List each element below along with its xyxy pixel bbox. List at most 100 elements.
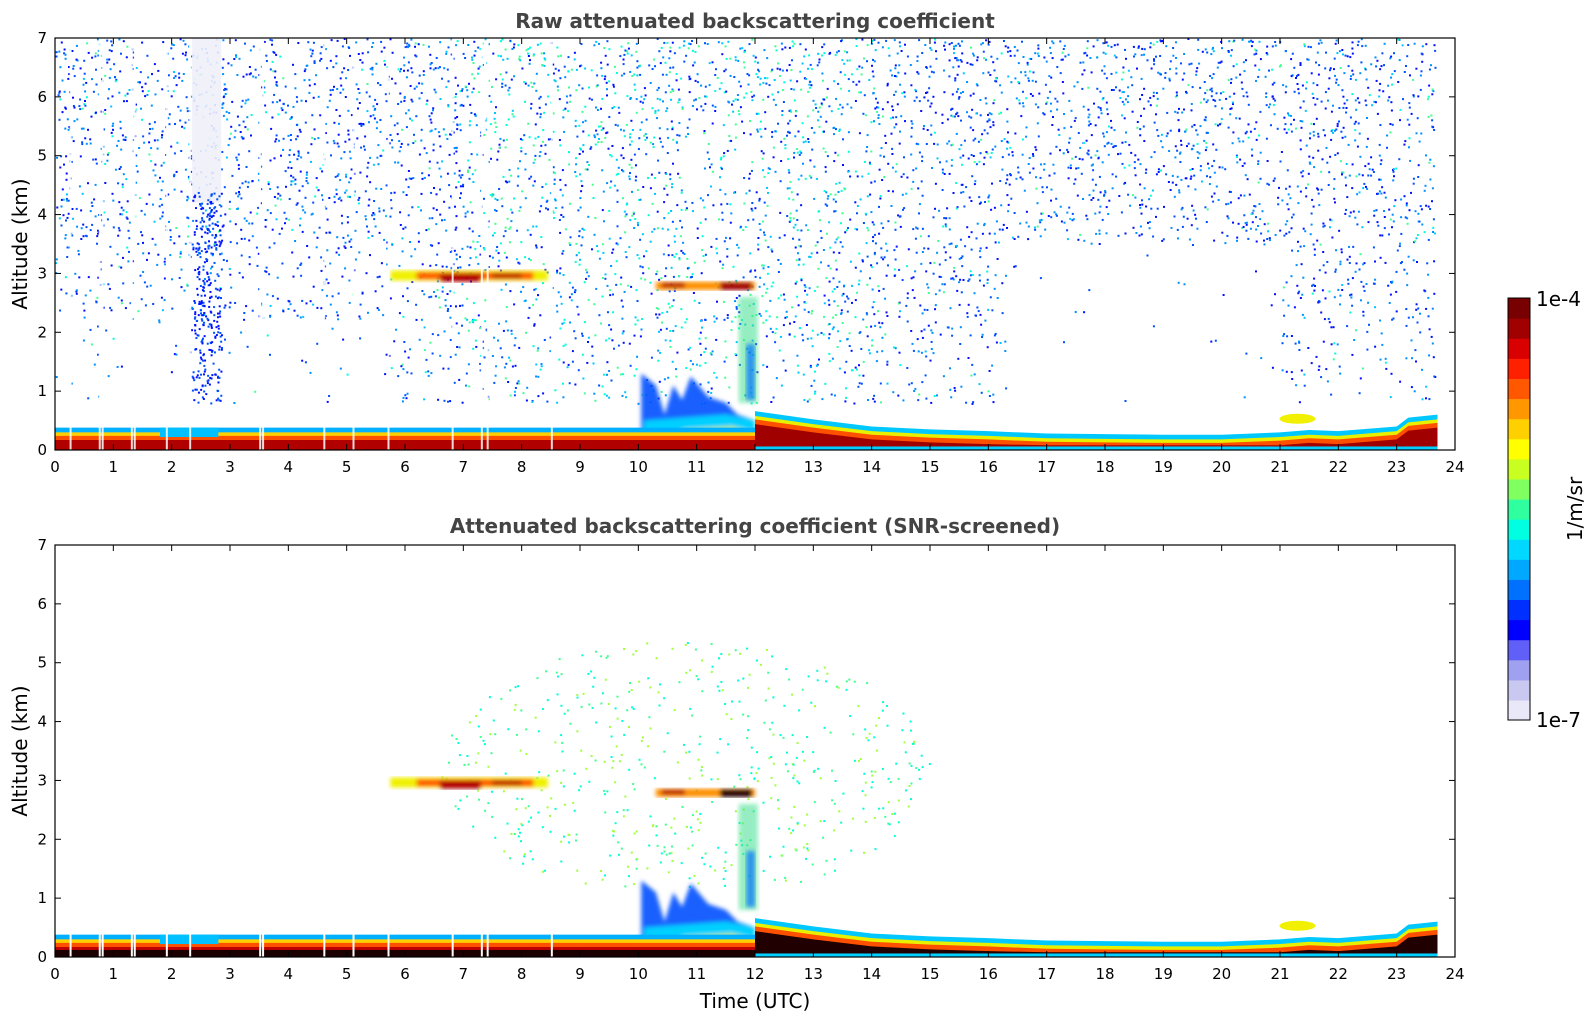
y-tick-label: 7 <box>37 29 47 47</box>
y-tick-label: 7 <box>37 536 47 554</box>
colorbar-frame <box>1507 297 1531 721</box>
x-tick-label: 12 <box>745 458 764 476</box>
x-tick-label: 16 <box>979 965 998 983</box>
x-tick-label: 22 <box>1329 965 1348 983</box>
top-y-axis-label: Altitude (km) <box>8 178 32 309</box>
bottom-panel-title: Attenuated backscattering coefficient (S… <box>450 514 1060 538</box>
x-tick-label: 4 <box>284 965 294 983</box>
x-tick-label: 21 <box>1270 965 1289 983</box>
y-tick-label: 0 <box>37 441 47 459</box>
x-tick-label: 7 <box>459 458 469 476</box>
noise-speckles <box>55 38 1437 405</box>
x-tick-label: 24 <box>1445 965 1464 983</box>
top-panel-title: Raw attenuated backscattering coefficien… <box>515 9 995 33</box>
colorbar-gradient <box>1508 298 1530 721</box>
cloud-layer-11utc <box>655 788 755 797</box>
y-tick-label: 3 <box>37 264 47 282</box>
cloud-layer-11utc <box>655 281 755 290</box>
x-tick-label: 21 <box>1270 458 1289 476</box>
x-tick-label: 4 <box>284 458 294 476</box>
x-tick-label: 14 <box>862 965 881 983</box>
x-tick-label: 19 <box>1154 458 1173 476</box>
x-tick-label: 17 <box>1037 965 1056 983</box>
colorbar-max-label: 1e-4 <box>1536 287 1581 311</box>
x-tick-label: 11 <box>687 965 706 983</box>
small-cloud <box>1279 413 1316 424</box>
x-axis-label: Time (UTC) <box>699 989 811 1013</box>
x-tick-label: 3 <box>225 458 235 476</box>
x-tick-label: 23 <box>1387 965 1406 983</box>
y-tick-label: 0 <box>37 948 47 966</box>
faint-column-speckles <box>192 191 224 405</box>
x-tick-label: 8 <box>517 965 527 983</box>
x-tick-label: 10 <box>629 458 648 476</box>
y-tick-label: 6 <box>37 595 47 613</box>
x-tick-label: 9 <box>575 458 585 476</box>
x-tick-label: 14 <box>862 458 881 476</box>
bottom-panel: Attenuated backscattering coefficient (S… <box>8 514 1465 1013</box>
column-core <box>746 851 755 907</box>
data-gaps <box>69 38 553 450</box>
x-tick-label: 7 <box>459 965 469 983</box>
bottom-heatmap <box>55 642 1438 957</box>
x-tick-label: 20 <box>1212 965 1231 983</box>
y-tick-label: 5 <box>37 147 47 165</box>
x-tick-label: 13 <box>804 965 823 983</box>
x-tick-label: 3 <box>225 965 235 983</box>
x-tick-label: 19 <box>1154 965 1173 983</box>
bottom-y-axis-label: Altitude (km) <box>8 685 32 816</box>
top-y-ticks: 0 1 2 3 4 5 6 7 <box>37 29 1455 459</box>
colorbar-unit-label: 1/m/sr <box>1563 476 1587 541</box>
x-tick-label: 22 <box>1329 458 1348 476</box>
x-tick-label: 5 <box>342 965 352 983</box>
y-tick-label: 1 <box>37 889 47 907</box>
x-tick-label: 10 <box>629 965 648 983</box>
faint-column <box>192 38 222 203</box>
x-tick-label: 0 <box>50 965 60 983</box>
elevated-layer <box>755 918 1438 957</box>
x-tick-label: 18 <box>1095 458 1114 476</box>
x-tick-label: 2 <box>167 458 177 476</box>
x-tick-label: 9 <box>575 965 585 983</box>
x-tick-label: 0 <box>50 458 60 476</box>
noise-speckles <box>441 642 931 888</box>
small-cloud <box>1279 920 1316 931</box>
x-tick-label: 23 <box>1387 458 1406 476</box>
y-tick-label: 4 <box>37 206 47 224</box>
cloud-layer-7utc <box>390 270 548 282</box>
y-tick-label: 6 <box>37 88 47 106</box>
x-tick-label: 16 <box>979 458 998 476</box>
column-core <box>746 344 755 400</box>
top-x-ticks: 0 1 2 3 4 5 6 7 8 9 10 11 12 13 14 15 16 17 18 19 20 21 22 23 24 <box>50 38 1465 476</box>
data-gaps <box>69 933 553 957</box>
top-panel: Raw attenuated backscattering coefficien… <box>8 9 1465 476</box>
elevated-layer <box>755 411 1438 450</box>
x-tick-label: 1 <box>109 458 119 476</box>
y-tick-label: 2 <box>37 323 47 341</box>
x-tick-label: 18 <box>1095 965 1114 983</box>
x-tick-label: 6 <box>400 965 410 983</box>
x-tick-label: 12 <box>745 965 764 983</box>
y-tick-label: 2 <box>37 830 47 848</box>
bottom-x-ticks: 0 1 2 3 4 5 6 7 8 9 10 11 12 13 14 15 16 17 18 19 20 21 22 23 24 <box>50 545 1465 983</box>
y-tick-label: 1 <box>37 382 47 400</box>
x-tick-label: 17 <box>1037 458 1056 476</box>
colorbar: 1e-4 1e-7 1/m/sr <box>1507 287 1587 732</box>
cloud-layer-7utc <box>390 777 548 789</box>
top-heatmap <box>55 38 1438 450</box>
x-tick-label: 13 <box>804 458 823 476</box>
x-tick-label: 24 <box>1445 458 1464 476</box>
x-tick-label: 15 <box>920 965 939 983</box>
x-tick-label: 20 <box>1212 458 1231 476</box>
bottom-y-ticks: 0 1 2 3 4 5 6 7 <box>37 536 1455 966</box>
x-tick-label: 15 <box>920 458 939 476</box>
y-tick-label: 3 <box>37 771 47 789</box>
x-tick-label: 2 <box>167 965 177 983</box>
x-tick-label: 5 <box>342 458 352 476</box>
x-tick-label: 1 <box>109 965 119 983</box>
x-tick-label: 8 <box>517 458 527 476</box>
x-tick-label: 6 <box>400 458 410 476</box>
y-tick-label: 5 <box>37 654 47 672</box>
x-tick-label: 11 <box>687 458 706 476</box>
